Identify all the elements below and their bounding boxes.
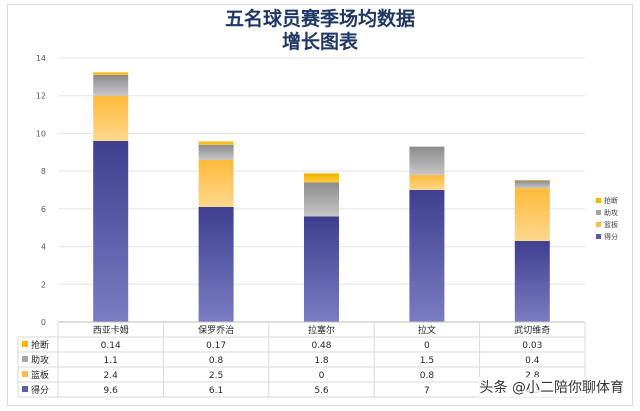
category-label: 拉文 [418,324,436,336]
bar-segment [409,174,445,190]
table-cell: 1.1 [104,356,118,366]
watermark: 头条 @小二陪你聊体育 [477,377,626,397]
bar-segment [409,146,445,175]
bar-segment [514,180,550,181]
table-series-swatch [22,386,28,392]
y-tick-label: 14 [36,54,46,63]
table-series-label: 助攻 [31,354,49,366]
category-label: 拉塞尔 [308,324,335,336]
table-cell: 0.8 [209,356,224,366]
table-cell: 0 [319,371,325,381]
table-cell: 6.1 [209,386,223,396]
table-series-swatch [22,371,28,377]
chart-frame [7,4,633,406]
category-label: 保罗乔治 [198,324,234,336]
table-cell: 2.4 [104,371,119,381]
bar-segment [304,216,339,322]
y-tick-label: 2 [41,280,46,289]
table-cell: 7 [424,386,430,396]
table-cell: 0.4 [525,356,540,366]
y-tick-label: 4 [41,243,46,252]
legend-swatch [596,222,601,227]
table-cell: 0.14 [101,341,121,351]
table-cell: 0.17 [206,341,226,351]
legend-label: 抢断 [604,196,618,205]
legend-label: 篮板 [604,220,618,229]
legend-label: 助攻 [604,208,618,217]
chart-title: 五名球员赛季场均数据 [224,8,415,30]
y-tick-label: 8 [41,167,46,176]
table-series-swatch [22,356,28,362]
table-cell: 9.6 [104,386,119,396]
category-label: 武切维奇 [514,324,550,336]
bar-segment [93,74,129,96]
y-tick-label: 0 [41,318,46,327]
table-series-label: 篮板 [31,369,49,381]
table-series-label: 抢断 [31,339,49,351]
bar-segment [304,173,339,183]
legend-swatch [596,234,601,239]
bar-segment [93,72,129,75]
y-tick-label: 12 [36,92,46,101]
bar-segment [198,159,234,207]
legend-label: 得分 [604,232,618,241]
table-cell: 2.5 [209,371,223,381]
bar-segment [198,144,234,160]
table-series-swatch [22,341,28,347]
bar-segment [514,240,550,322]
table-cell: 1.8 [314,356,329,366]
table-series-label: 得分 [31,384,49,396]
table-cell: 0.8 [420,371,435,381]
bar-segment [93,140,129,322]
table-cell: 2.8 [525,371,540,381]
bar-segment [198,141,234,145]
chart-subtitle: 增长图表 [281,31,358,53]
legend-swatch [596,210,601,215]
category-label: 西亚卡姆 [93,324,129,336]
bar-segment [93,95,129,141]
table-cell: 1.5 [420,356,434,366]
table-cell: 5.6 [314,386,329,396]
bar-segment [198,206,234,322]
bar-segment [409,190,445,322]
y-tick-label: 10 [36,129,46,138]
table-cell: 0.03 [522,341,542,351]
bar-segment [514,180,550,189]
legend-swatch [596,198,601,203]
bar-segment [304,182,339,217]
table-cell: 0.48 [311,341,331,351]
y-tick-label: 6 [41,205,46,214]
bar-segment [514,188,550,241]
table-cell: 0 [424,341,430,351]
